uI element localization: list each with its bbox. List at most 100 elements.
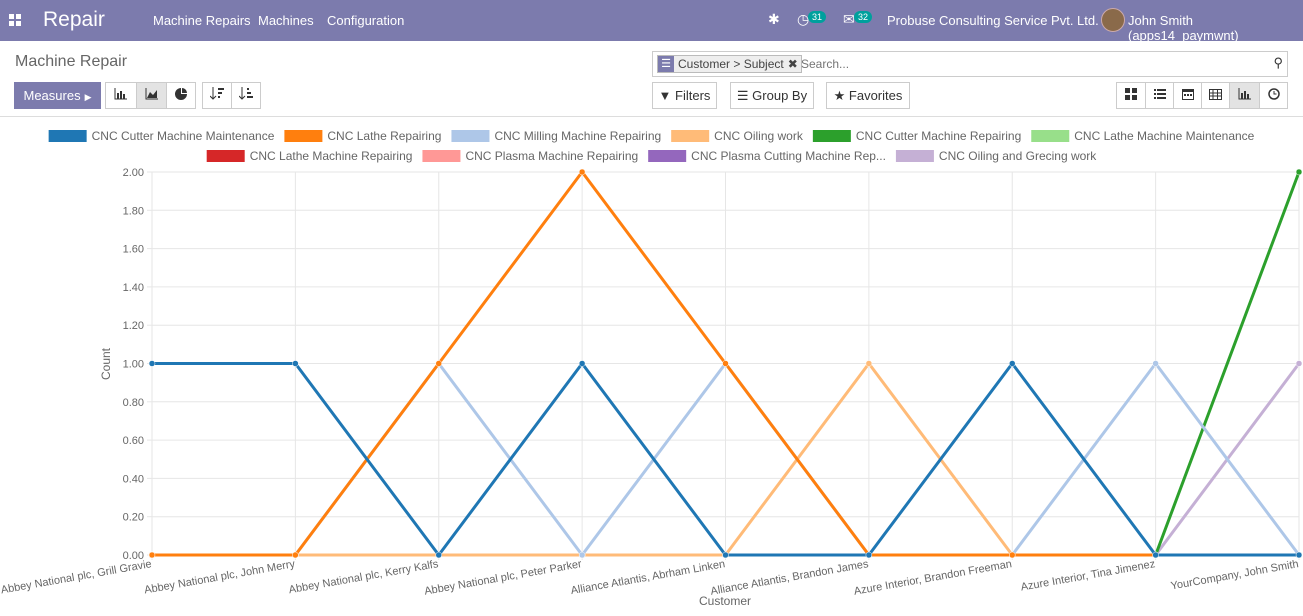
x-tick-label: Abbey National plc, Peter Parker: [423, 558, 583, 598]
y-tick-label: 1.60: [123, 244, 144, 256]
legend-label: CNC Lathe Repairing: [327, 129, 441, 143]
legend-label: CNC Cutter Machine Repairing: [856, 129, 1021, 143]
search-input[interactable]: [801, 57, 1261, 71]
list-view-button[interactable]: [1145, 82, 1174, 109]
groupby-bars-icon: ☰: [658, 56, 674, 72]
menu-machines[interactable]: Machines: [258, 13, 314, 28]
user-avatar[interactable]: [1101, 8, 1125, 32]
y-tick-label: 0.60: [123, 435, 144, 447]
sort-descending-button[interactable]: [202, 82, 232, 109]
data-point: [1009, 360, 1016, 367]
x-tick-label: Abbey National plc, Grill Gravie: [0, 558, 153, 596]
x-tick-label: Azure Interior, Tina Jimenez: [1020, 558, 1156, 593]
y-axis-label: Count: [99, 347, 113, 380]
favorites-label: Favorites: [848, 88, 903, 103]
debug-bug-icon[interactable]: ✱: [768, 11, 780, 27]
legend-swatch: [1031, 130, 1070, 142]
legend-swatch: [671, 130, 710, 142]
sort-ascending-icon: [238, 87, 253, 100]
menu-machine-repairs[interactable]: Machine Repairs: [153, 13, 251, 28]
y-tick-label: 1.80: [123, 205, 144, 217]
favorites-button[interactable]: ★ Favorites: [826, 82, 910, 109]
apps-menu-icon[interactable]: [9, 14, 21, 26]
table-icon: [1209, 89, 1222, 100]
company-switcher[interactable]: Probuse Consulting Service Pvt. Ltd.: [887, 13, 1099, 28]
list-icon: [1153, 89, 1166, 99]
activity-clock-icon[interactable]: ◷: [797, 11, 810, 27]
data-point: [1295, 551, 1303, 559]
legend-swatch: [648, 150, 687, 162]
measures-button[interactable]: Measures ▶: [14, 82, 101, 109]
calendar-view-button[interactable]: [1173, 82, 1202, 109]
pivot-view-button[interactable]: [1201, 82, 1230, 109]
menu-configuration[interactable]: Configuration: [327, 13, 405, 28]
data-point: [435, 551, 442, 559]
pie-chart-icon: [175, 88, 187, 100]
legend-label: CNC Milling Machine Repairing: [494, 129, 661, 143]
control-panel: Machine Repair ☰ Customer > Subject✖ ⚲ Me…: [0, 41, 1303, 117]
legend-swatch: [284, 130, 323, 142]
y-tick-label: 1.20: [123, 320, 144, 332]
data-point: [292, 551, 299, 559]
legend-label: CNC Lathe Machine Repairing: [250, 149, 413, 163]
search-facet: ☰ Customer > Subject ✖: [657, 55, 802, 73]
group-by-label: Group By: [752, 88, 808, 103]
legend-swatch: [895, 150, 934, 162]
bar-chart-icon: [114, 88, 127, 100]
legend-label: CNC Cutter Machine Maintenance: [92, 129, 275, 143]
graph-view-button[interactable]: [1229, 82, 1260, 109]
legend-swatch: [206, 150, 245, 162]
data-point: [578, 360, 586, 367]
chart-legend: CNC Cutter Machine Maintenance CNC Lathe …: [48, 129, 1255, 163]
x-tick-label: Abbey National plc, Kerry Kalfs: [288, 558, 440, 596]
pie-chart-mode-button[interactable]: [166, 82, 196, 109]
series-lines: [148, 168, 1303, 559]
legend-label: CNC Oiling work: [714, 129, 804, 143]
y-tick-label: 2.00: [123, 167, 144, 179]
clock-icon: [1267, 88, 1280, 100]
sort-ascending-button[interactable]: [231, 82, 261, 109]
caret-right-icon: ▶: [84, 92, 92, 102]
x-axis: Abbey National plc, Grill Gravie Abbey Na…: [0, 555, 1300, 598]
activity-view-button[interactable]: [1259, 82, 1288, 109]
data-point: [1152, 551, 1159, 559]
search-icon[interactable]: ⚲: [1273, 55, 1283, 70]
app-brand: Repair: [43, 8, 105, 31]
data-point: [1295, 168, 1303, 176]
group-by-button[interactable]: ☰ Group By: [730, 82, 814, 109]
star-icon: ★: [833, 88, 846, 103]
filters-button[interactable]: ▼ Filters: [652, 82, 717, 109]
list-bars-icon: ☰: [736, 88, 749, 103]
user-menu[interactable]: John Smith (apps14_paymwnt): [1128, 13, 1239, 43]
y-tick-label: 1.00: [123, 359, 144, 371]
x-tick-label: Alliance Atlantis, Abrham Linken: [570, 558, 726, 597]
messages-chat-icon[interactable]: ✉: [843, 11, 855, 27]
legend-label: CNC Lathe Machine Maintenance: [1074, 129, 1254, 143]
legend-label: CNC Plasma Machine Repairing: [465, 149, 638, 163]
bar-chart-mode-button[interactable]: [105, 82, 137, 109]
graph-bar-chart-icon: [1238, 88, 1251, 100]
kanban-view-button[interactable]: [1116, 82, 1146, 109]
graph-chart: CNC Cutter Machine Maintenance CNC Lathe …: [0, 118, 1303, 611]
data-point: [1009, 551, 1016, 559]
legend-label: CNC Plasma Cutting Machine Rep...: [691, 149, 886, 163]
y-tick-label: 0.80: [123, 397, 144, 409]
calendar-icon: [1181, 89, 1194, 100]
activity-count-badge: 31: [808, 11, 827, 23]
top-navbar: Repair Machine Repairs Machines Configur…: [0, 0, 1303, 43]
y-tick-label: 0.40: [123, 473, 144, 485]
sort-descending-icon: [209, 87, 224, 100]
data-point: [1152, 360, 1159, 367]
data-point: [148, 551, 156, 559]
facet-remove-icon[interactable]: ✖: [787, 57, 798, 71]
data-point: [722, 551, 729, 559]
line-chart-mode-button[interactable]: [136, 82, 167, 109]
y-tick-label: 1.40: [123, 282, 144, 294]
chart-grid: [151, 171, 1300, 556]
data-point: [865, 551, 873, 559]
data-point: [578, 551, 586, 559]
filters-label: Filters: [675, 88, 711, 103]
data-point: [722, 360, 729, 367]
messages-count-badge: 32: [854, 11, 873, 23]
y-tick-label: 0.20: [123, 512, 144, 524]
